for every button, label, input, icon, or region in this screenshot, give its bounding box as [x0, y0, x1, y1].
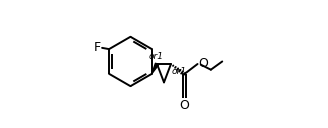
- Text: O: O: [179, 99, 189, 112]
- Text: or1: or1: [172, 67, 187, 76]
- Text: F: F: [94, 41, 101, 54]
- Polygon shape: [152, 63, 159, 74]
- Text: or1: or1: [149, 52, 164, 61]
- Text: O: O: [198, 57, 208, 70]
